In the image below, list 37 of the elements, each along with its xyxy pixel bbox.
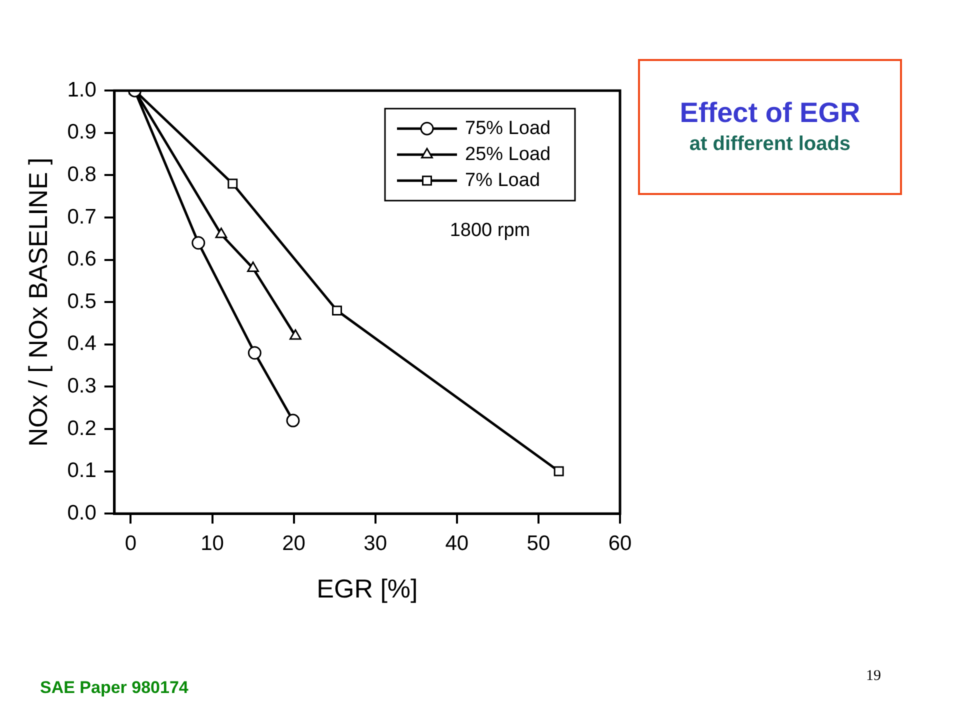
x-axis-title: EGR [%] <box>316 574 418 604</box>
y-tick-label: 0.8 <box>67 162 96 186</box>
y-tick-label: 0.4 <box>67 332 97 356</box>
x-tick-label: 60 <box>608 532 632 555</box>
text: Effect of EGR <box>678 97 862 129</box>
y-axis-title: NOx / [ NOx BASELINE ] <box>22 158 53 447</box>
x-tick-label: 0 <box>124 532 137 555</box>
point <box>554 466 564 476</box>
text: at different loads <box>688 133 852 156</box>
legend-label: 75% Load <box>465 118 551 139</box>
point <box>289 329 302 340</box>
point <box>332 306 342 316</box>
x-tick-label: 50 <box>526 532 550 555</box>
point <box>228 178 238 189</box>
y-tick-label: 0.6 <box>67 248 96 271</box>
point <box>247 262 259 272</box>
y-tick-label: 0.7 <box>67 205 96 228</box>
y-tick-label: 0.5 <box>67 290 96 313</box>
y-tick-label: 0.2 <box>67 416 96 440</box>
legend-label: 25% Load <box>465 144 551 165</box>
x-tick-label: 20 <box>282 532 306 555</box>
y-tick-label: 0.3 <box>67 374 96 398</box>
point <box>248 346 262 360</box>
point <box>192 236 206 250</box>
y-tick-label: 0.0 <box>67 501 96 524</box>
x-tick-label: 10 <box>200 532 224 555</box>
text: 19 <box>866 668 881 685</box>
annotation: 1800 rpm <box>450 220 530 241</box>
x-tick-label: 30 <box>364 532 388 555</box>
y-tick-label: 1.0 <box>67 78 96 102</box>
text: SAE Paper 980174 <box>40 678 188 698</box>
y-tick-label: 0.9 <box>67 120 96 144</box>
point <box>286 414 300 428</box>
point <box>215 228 228 238</box>
x-tick-label: 40 <box>445 532 469 555</box>
legend-label: 7% Load <box>465 170 540 191</box>
y-tick-label: 0.1 <box>67 459 96 482</box>
